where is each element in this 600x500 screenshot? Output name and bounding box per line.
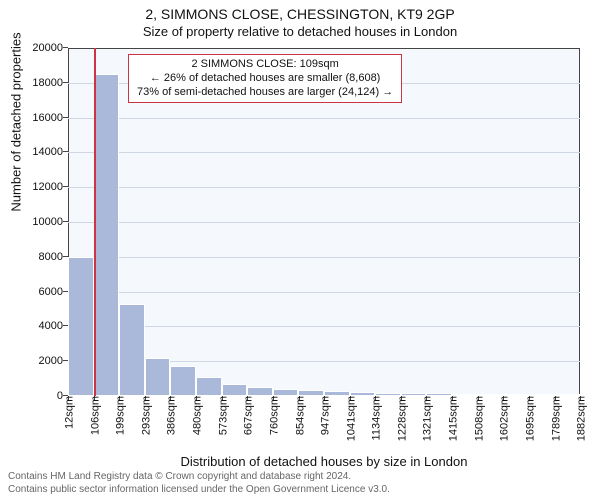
x-tick-label: 1321sqm [419, 396, 434, 441]
y-tick-label: 12000 [32, 181, 68, 193]
histogram-bar [196, 377, 222, 396]
y-tick-label: 4000 [39, 320, 68, 332]
x-tick-label: 1041sqm [342, 396, 357, 441]
chart-container: 2, SIMMONS CLOSE, CHESSINGTON, KT9 2GP S… [0, 0, 600, 500]
y-axis-label: Number of detached properties [9, 22, 24, 222]
x-tick-label: 1602sqm [496, 396, 511, 441]
x-tick-label: 760sqm [265, 396, 280, 435]
chart-title: 2, SIMMONS CLOSE, CHESSINGTON, KT9 2GP [0, 0, 600, 22]
x-tick-label: 386sqm [163, 396, 178, 435]
histogram-bar [170, 366, 196, 396]
x-tick-label: 667sqm [240, 396, 255, 435]
x-tick-label: 1415sqm [445, 396, 460, 441]
x-tick-label: 1882sqm [573, 396, 588, 441]
histogram-bar [119, 304, 145, 396]
property-marker [94, 48, 96, 396]
y-tick-label: 16000 [32, 112, 68, 124]
x-tick-label: 1789sqm [547, 396, 562, 441]
footer-line-2: Contains public sector information licen… [8, 484, 390, 497]
x-tick-label: 854sqm [291, 396, 306, 435]
y-tick-label: 14000 [32, 146, 68, 158]
x-tick-label: 293sqm [137, 396, 152, 435]
y-tick-label: 8000 [39, 251, 68, 263]
y-tick-label: 6000 [39, 286, 68, 298]
x-tick-label: 1695sqm [521, 396, 536, 441]
x-axis-label: Distribution of detached houses by size … [68, 454, 580, 469]
annotation-box: 2 SIMMONS CLOSE: 109sqm← 26% of detached… [128, 54, 402, 103]
y-tick-label: 2000 [39, 355, 68, 367]
chart-subtitle: Size of property relative to detached ho… [0, 22, 600, 39]
y-tick-label: 10000 [32, 216, 68, 228]
y-tick-label: 20000 [32, 42, 68, 54]
annotation-line: 73% of semi-detached houses are larger (… [137, 86, 393, 100]
footer-line-1: Contains HM Land Registry data © Crown c… [8, 471, 390, 484]
x-tick-label: 106sqm [86, 396, 101, 435]
histogram-bar [68, 257, 94, 396]
x-tick-label: 1508sqm [470, 396, 485, 441]
histogram-bar [273, 389, 299, 396]
x-tick-label: 947sqm [317, 396, 332, 435]
histogram-bar [247, 387, 273, 396]
attribution-footer: Contains HM Land Registry data © Crown c… [8, 471, 390, 496]
histogram-bar [222, 384, 248, 396]
plot-area: 0200040006000800010000120001400016000180… [68, 48, 580, 396]
x-tick-label: 480sqm [189, 396, 204, 435]
x-tick-label: 199sqm [112, 396, 127, 435]
histogram-bar [94, 74, 120, 396]
annotation-line: 2 SIMMONS CLOSE: 109sqm [137, 58, 393, 72]
histogram-bar [145, 358, 171, 396]
y-tick-label: 18000 [32, 77, 68, 89]
x-tick-label: 573sqm [214, 396, 229, 435]
x-tick-label: 1228sqm [393, 396, 408, 441]
annotation-line: ← 26% of detached houses are smaller (8,… [137, 72, 393, 86]
x-tick-label: 1134sqm [368, 396, 383, 440]
x-tick-label: 12sqm [61, 396, 76, 429]
